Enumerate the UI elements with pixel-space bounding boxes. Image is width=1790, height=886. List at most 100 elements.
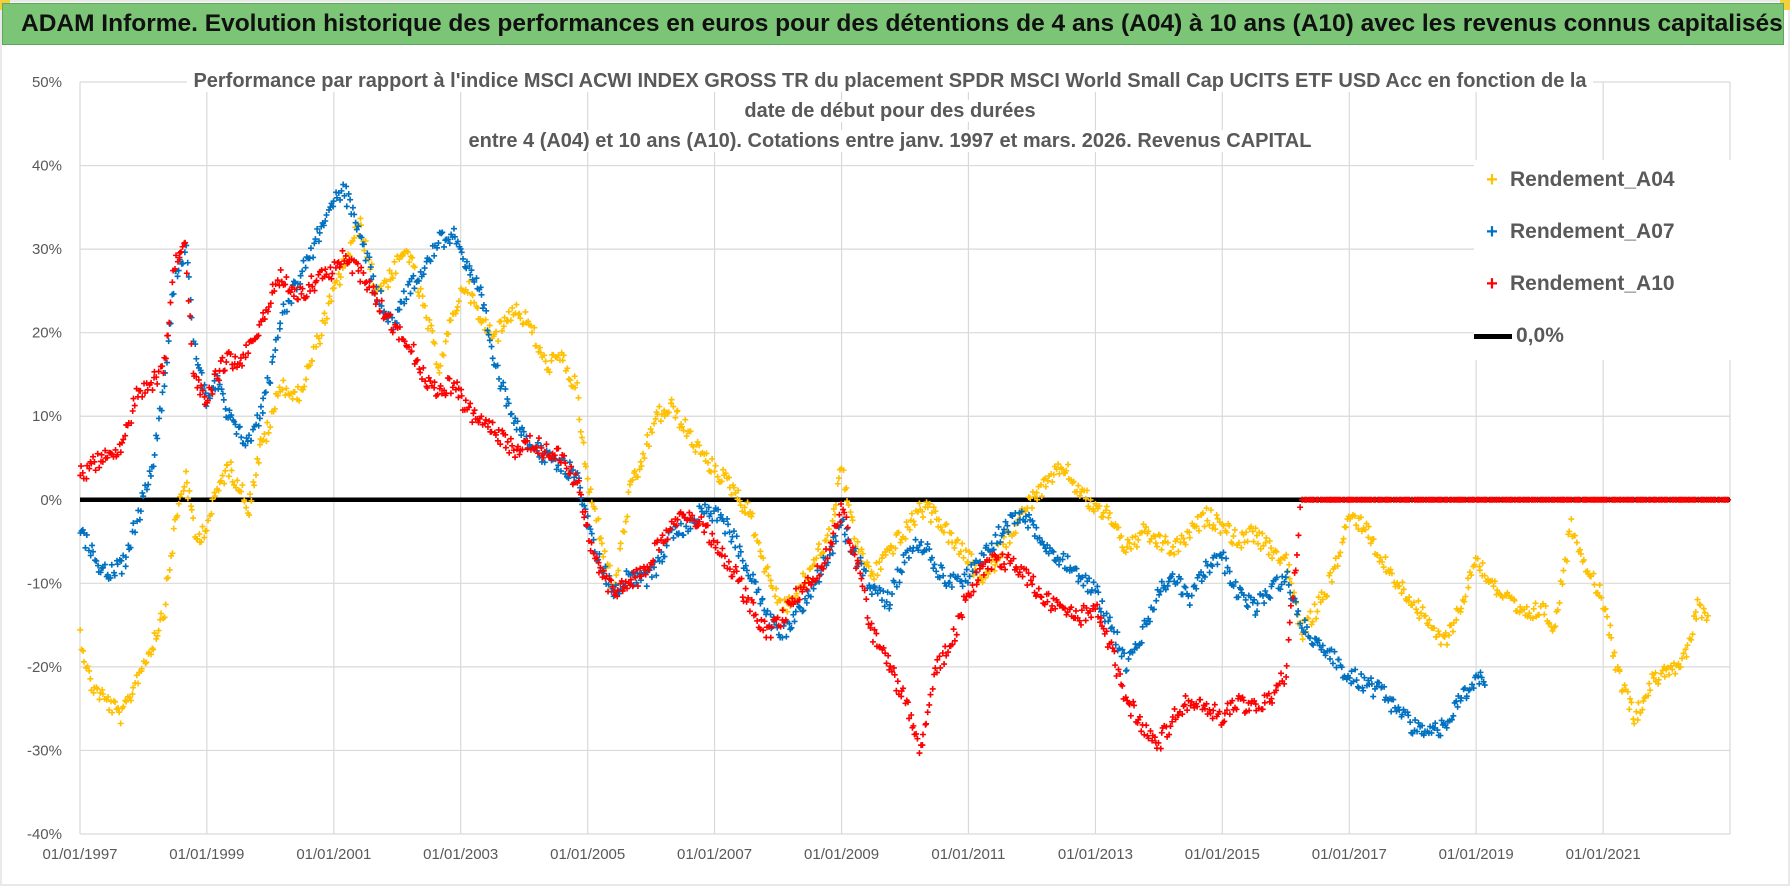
data-point [1034, 496, 1041, 503]
data-point [118, 557, 125, 564]
data-point [1090, 579, 1097, 586]
data-point [1353, 677, 1360, 684]
data-point [311, 240, 318, 247]
data-point [759, 595, 766, 602]
data-point [834, 522, 841, 529]
data-point [1199, 510, 1206, 517]
data-point [1194, 513, 1201, 520]
data-point [1214, 515, 1221, 522]
data-point [389, 275, 396, 282]
data-point [1018, 508, 1025, 515]
data-point [1068, 604, 1075, 611]
data-point [551, 452, 558, 459]
data-point [253, 472, 260, 479]
data-point [960, 554, 967, 561]
data-point [1333, 664, 1340, 671]
data-point [703, 508, 710, 515]
data-point [1490, 583, 1497, 590]
data-point [687, 428, 694, 435]
data-point [928, 554, 935, 561]
data-point [992, 552, 999, 559]
data-point [452, 310, 459, 317]
data-point [335, 270, 342, 277]
data-point [1112, 662, 1119, 669]
data-point [1039, 538, 1046, 545]
data-point [923, 499, 930, 506]
data-point [129, 407, 136, 414]
data-point [1339, 539, 1346, 546]
data-point [886, 601, 893, 608]
data-point [1070, 478, 1077, 485]
data-point [1045, 550, 1052, 557]
data-point [575, 477, 582, 484]
data-point [946, 579, 953, 586]
data-point [1206, 569, 1213, 576]
y-tick-label: 0% [40, 492, 62, 509]
data-point [1168, 549, 1175, 556]
data-point [1335, 553, 1342, 560]
data-point [703, 450, 710, 457]
data-point [614, 593, 621, 600]
data-point [500, 323, 507, 330]
data-point [636, 466, 643, 473]
data-point [682, 416, 689, 423]
data-point [1146, 618, 1153, 625]
data-point [358, 264, 365, 271]
data-point [943, 521, 950, 528]
x-tick-label: 01/01/2019 [1439, 846, 1514, 863]
data-point [709, 530, 716, 537]
legend-label-a10: Rendement_A10 [1510, 272, 1675, 295]
x-tick-label: 01/01/2003 [423, 846, 498, 863]
data-point [262, 389, 269, 396]
data-point [910, 518, 917, 525]
data-point [1328, 578, 1335, 585]
data-point [750, 571, 757, 578]
data-point [1182, 584, 1189, 591]
data-point [999, 530, 1006, 537]
data-point [722, 530, 729, 537]
data-point [916, 542, 923, 549]
data-point [272, 347, 279, 354]
data-point [122, 554, 129, 561]
data-point [1027, 577, 1034, 584]
data-point [329, 270, 336, 277]
data-point [816, 578, 823, 585]
data-point [354, 260, 361, 267]
data-point [1050, 471, 1057, 478]
data-point [830, 530, 837, 537]
data-point [519, 424, 526, 431]
data-point [1590, 570, 1597, 577]
data-point [857, 570, 864, 577]
data-point [680, 511, 687, 518]
data-point [1103, 628, 1110, 635]
x-tick-label: 01/01/2011 [931, 846, 1005, 863]
data-point [593, 554, 600, 561]
data-point [1297, 620, 1304, 627]
data-point [746, 608, 753, 615]
data-point [326, 293, 333, 300]
data-point [994, 540, 1001, 547]
data-point [891, 671, 898, 678]
data-point [1231, 526, 1238, 533]
data-point [260, 437, 267, 444]
data-point [193, 373, 200, 380]
data-point [1134, 719, 1141, 726]
data-point [309, 283, 316, 290]
data-point [1442, 629, 1449, 636]
data-point [94, 685, 101, 692]
data-point [1033, 524, 1040, 531]
data-point [1012, 529, 1019, 536]
data-point [1112, 520, 1119, 527]
data-point [298, 290, 305, 297]
data-point [451, 380, 458, 387]
data-point [129, 691, 136, 698]
data-point [1415, 597, 1422, 604]
data-point [877, 566, 884, 573]
data-point [1381, 683, 1388, 690]
data-point [467, 271, 474, 278]
data-point [1226, 711, 1233, 718]
data-point [317, 340, 324, 347]
data-point [1591, 581, 1598, 588]
data-point [502, 386, 509, 393]
data-point [1328, 646, 1335, 653]
